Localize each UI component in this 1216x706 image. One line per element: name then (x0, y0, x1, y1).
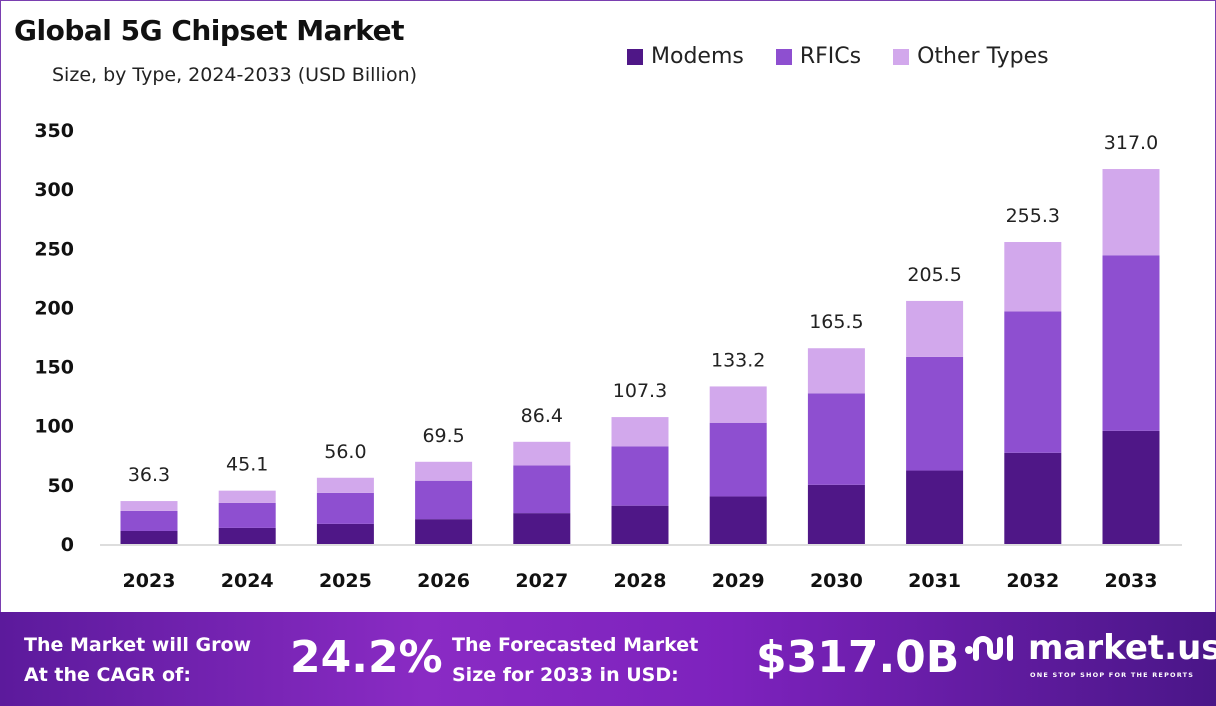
legend-label: Modems (651, 44, 744, 69)
bar-segment-modems (415, 519, 473, 544)
forecast-label: The Forecasted Market Size for 2033 in US… (452, 630, 698, 690)
y-tick-label: 250 (34, 238, 74, 260)
bar-segment-rfics (316, 492, 374, 524)
bar-segment-modems (1102, 430, 1160, 544)
x-tick-label: 2031 (908, 570, 961, 592)
bar-total-label: 133.2 (711, 349, 765, 371)
bar-segment-rfics (611, 446, 669, 506)
bar-segment-other-types (1102, 169, 1160, 256)
logo-tagline: ONE STOP SHOP FOR THE REPORTS (1030, 671, 1195, 679)
bar-segment-modems (611, 505, 669, 544)
legend-item-modems: Modems (627, 44, 744, 69)
bar-total-label: 255.3 (1006, 205, 1060, 227)
legend-swatch (893, 48, 910, 65)
y-tick-label: 100 (34, 416, 74, 438)
legend-item-other-types: Other Types (893, 44, 1049, 69)
bar-segment-other-types (218, 490, 276, 503)
bar-total-label: 56.0 (324, 441, 366, 463)
cagr-value: 24.2% (290, 632, 443, 683)
y-tick-label: 150 (34, 357, 74, 379)
forecast-label-line: The Forecasted Market (452, 634, 699, 656)
bar-segment-other-types (1004, 242, 1062, 312)
logo-icon (965, 635, 1013, 661)
bar-total-label: 205.5 (907, 264, 961, 286)
bar-total-label: 165.5 (809, 311, 863, 333)
bar-segment-other-types (415, 461, 473, 481)
forecast-label-line: Size for 2033 in USD: (452, 664, 679, 686)
legend: Modems RFICs Other Types (627, 44, 1049, 69)
bar-total-label: 69.5 (422, 425, 464, 447)
bar-segment-other-types (120, 501, 178, 511)
x-tick-label: 2023 (123, 570, 176, 592)
chart-subtitle: Size, by Type, 2024-2033 (USD Billion) (52, 64, 418, 86)
logo-name: market.us (1028, 628, 1216, 668)
x-tick-label: 2027 (515, 570, 568, 592)
bar-segment-modems (1004, 452, 1062, 544)
legend-label: Other Types (917, 44, 1049, 69)
legend-swatch (627, 48, 643, 65)
x-tick-label: 2026 (417, 570, 470, 592)
bar-total-label: 317.0 (1104, 132, 1158, 154)
chart-title: Global 5G Chipset Market (14, 14, 405, 47)
stacked-bar-chart: 0 50 100 150 200 250 300 350 36.3 2023 45.1 2024 56.… (34, 120, 1182, 592)
bar-segment-rfics (415, 480, 473, 520)
bar-segment-modems (120, 530, 178, 544)
bar-segment-modems (709, 496, 767, 544)
bar-segment-rfics (120, 510, 178, 531)
y-tick-label: 300 (34, 179, 74, 201)
bar-total-label: 45.1 (226, 454, 268, 476)
legend-swatch (775, 48, 792, 65)
x-tick-label: 2033 (1105, 570, 1158, 592)
y-tick-label: 200 (34, 297, 74, 319)
y-tick-label: 350 (34, 120, 74, 142)
bar-total-label: 36.3 (128, 464, 170, 486)
x-tick-label: 2025 (319, 570, 372, 592)
bar-segment-other-types (513, 441, 571, 466)
bar-segment-other-types (316, 477, 374, 493)
x-tick-label: 2028 (614, 570, 667, 592)
bar-segment-modems (906, 470, 964, 544)
bar-segment-rfics (1004, 311, 1062, 453)
bar-segment-other-types (709, 386, 767, 423)
x-tick-label: 2032 (1006, 570, 1059, 592)
bar-segment-modems (807, 484, 865, 544)
bar-segment-rfics (1102, 255, 1160, 431)
bar-total-label: 107.3 (613, 380, 667, 402)
bar-segment-rfics (709, 422, 767, 497)
bar-segment-modems (316, 523, 374, 544)
x-tick-label: 2030 (810, 570, 863, 592)
bar-segment-other-types (611, 417, 669, 447)
legend-item-rfics: RFICs (775, 44, 862, 69)
forecast-value: $317.0B (756, 632, 960, 683)
bar-segment-rfics (807, 393, 865, 485)
bar-segment-modems (218, 527, 276, 544)
market-us-logo: market.us ONE STOP SHOP FOR THE REPORTS (962, 628, 1216, 679)
cagr-label: The Market will Grow At the CAGR of: (24, 630, 251, 690)
cagr-label-line: The Market will Grow (24, 634, 252, 656)
bar-segment-rfics (513, 465, 571, 514)
legend-label: RFICs (799, 44, 862, 69)
cagr-label-line: At the CAGR of: (24, 664, 191, 686)
y-tick-label: 50 (48, 475, 74, 497)
footer-banner: The Market will Grow At the CAGR of: 24.2… (0, 612, 1216, 706)
x-tick-label: 2029 (712, 570, 765, 592)
y-tick-label: 0 (61, 534, 74, 556)
bar-segment-other-types (906, 300, 964, 357)
x-tick-label: 2024 (221, 570, 274, 592)
bar-segment-rfics (218, 502, 276, 528)
bar-total-label: 86.4 (521, 405, 563, 427)
bar-segment-modems (513, 513, 571, 544)
bar-segment-other-types (807, 348, 865, 394)
bar-segment-rfics (906, 356, 964, 471)
